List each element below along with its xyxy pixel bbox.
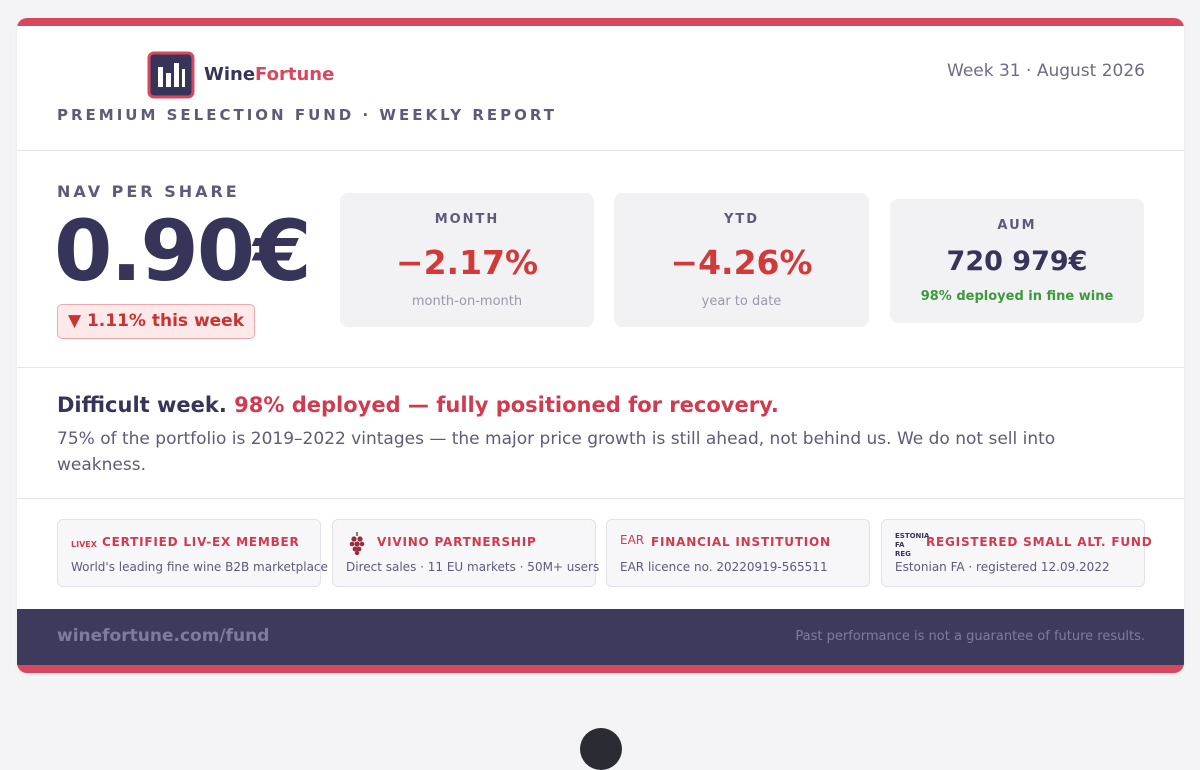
- message-headline: Difficult week. 98% deployed — fully pos…: [57, 393, 779, 417]
- metric-label: MONTH: [434, 212, 500, 227]
- divider: [17, 498, 1184, 499]
- credential-detail: World's leading fine wine B2B marketplac…: [71, 560, 328, 574]
- page: WineFortune PREMIUM SELECTION FUND · WEE…: [17, 18, 1184, 770]
- credential-detail: Estonian FA · registered 12.09.2022: [895, 560, 1110, 574]
- metric-card: AUM 720 979€ 98% deployed in fine wine: [890, 199, 1144, 323]
- accent-bar: [17, 665, 1184, 673]
- metric-note: 98% deployed in fine wine: [920, 289, 1114, 304]
- divider: [17, 150, 1184, 151]
- report-card: WineFortune PREMIUM SELECTION FUND · WEE…: [17, 18, 1184, 673]
- credential-title: CERTIFIED LIV-EX MEMBER: [102, 535, 300, 549]
- nav-change: ▼ 1.11% this week: [57, 304, 255, 339]
- message-highlight: 98% deployed — fully positioned for reco…: [234, 393, 779, 417]
- message-body: 75% of the portfolio is 2019–2022 vintag…: [57, 429, 1056, 475]
- message-lead: Difficult week.: [57, 393, 227, 417]
- metric-note: year to date: [701, 294, 782, 309]
- credential-detail: Direct sales · 11 EU markets · 50M+ user…: [346, 560, 600, 574]
- credential-logo: EAR: [620, 533, 645, 547]
- grape-icon: [349, 532, 365, 556]
- credential-logo: ESTONIA FA REG: [895, 532, 930, 558]
- nav-value: 0.90€: [54, 202, 312, 300]
- credential-detail: EAR licence no. 20220919-565511: [620, 560, 828, 574]
- credential: ESTONIA FA REG REGISTERED SMALL ALT. FUN…: [881, 519, 1152, 587]
- subtitle: PREMIUM SELECTION FUND · WEEKLY REPORT: [57, 106, 558, 124]
- footer: winefortune.com/fund Past performance is…: [17, 609, 1184, 665]
- floating-button[interactable]: [580, 728, 622, 770]
- brand: WineFortune: [204, 64, 334, 85]
- metric-label: YTD: [723, 212, 760, 227]
- metric-card: MONTH −2.17% month-on-month: [340, 193, 594, 327]
- metric-label: AUM: [997, 218, 1037, 233]
- credential-title: REGISTERED SMALL ALT. FUND: [926, 535, 1153, 549]
- metric-value: −4.26%: [670, 243, 813, 282]
- nav-label: NAV PER SHARE: [57, 182, 240, 201]
- brand-first: Wine: [204, 64, 256, 85]
- footer-disclaimer: Past performance is not a guarantee of f…: [795, 629, 1145, 644]
- credential-title: VIVINO PARTNERSHIP: [377, 535, 537, 549]
- credential-title: FINANCIAL INSTITUTION: [651, 535, 831, 549]
- metric-card: YTD −4.26% year to date: [614, 193, 869, 327]
- credential: VIVINO PARTNERSHIP Direct sales · 11 EU …: [332, 519, 600, 587]
- divider: [17, 367, 1184, 368]
- footer-url: winefortune.com/fund: [57, 626, 270, 646]
- period: Week 31 · August 2026: [947, 61, 1145, 81]
- credential: LIVEX CERTIFIED LIV-EX MEMBER World's le…: [57, 519, 328, 587]
- metric-value: −2.17%: [395, 243, 539, 282]
- metric-value: 720 979€: [946, 246, 1088, 277]
- accent-bar: [17, 18, 1184, 26]
- credential: EAR FINANCIAL INSTITUTION EAR licence no…: [606, 519, 870, 587]
- credential-logo: LIVEX: [71, 540, 97, 549]
- brand-second: Fortune: [255, 64, 335, 85]
- metric-note: month-on-month: [411, 294, 523, 309]
- logo-icon: [147, 51, 195, 99]
